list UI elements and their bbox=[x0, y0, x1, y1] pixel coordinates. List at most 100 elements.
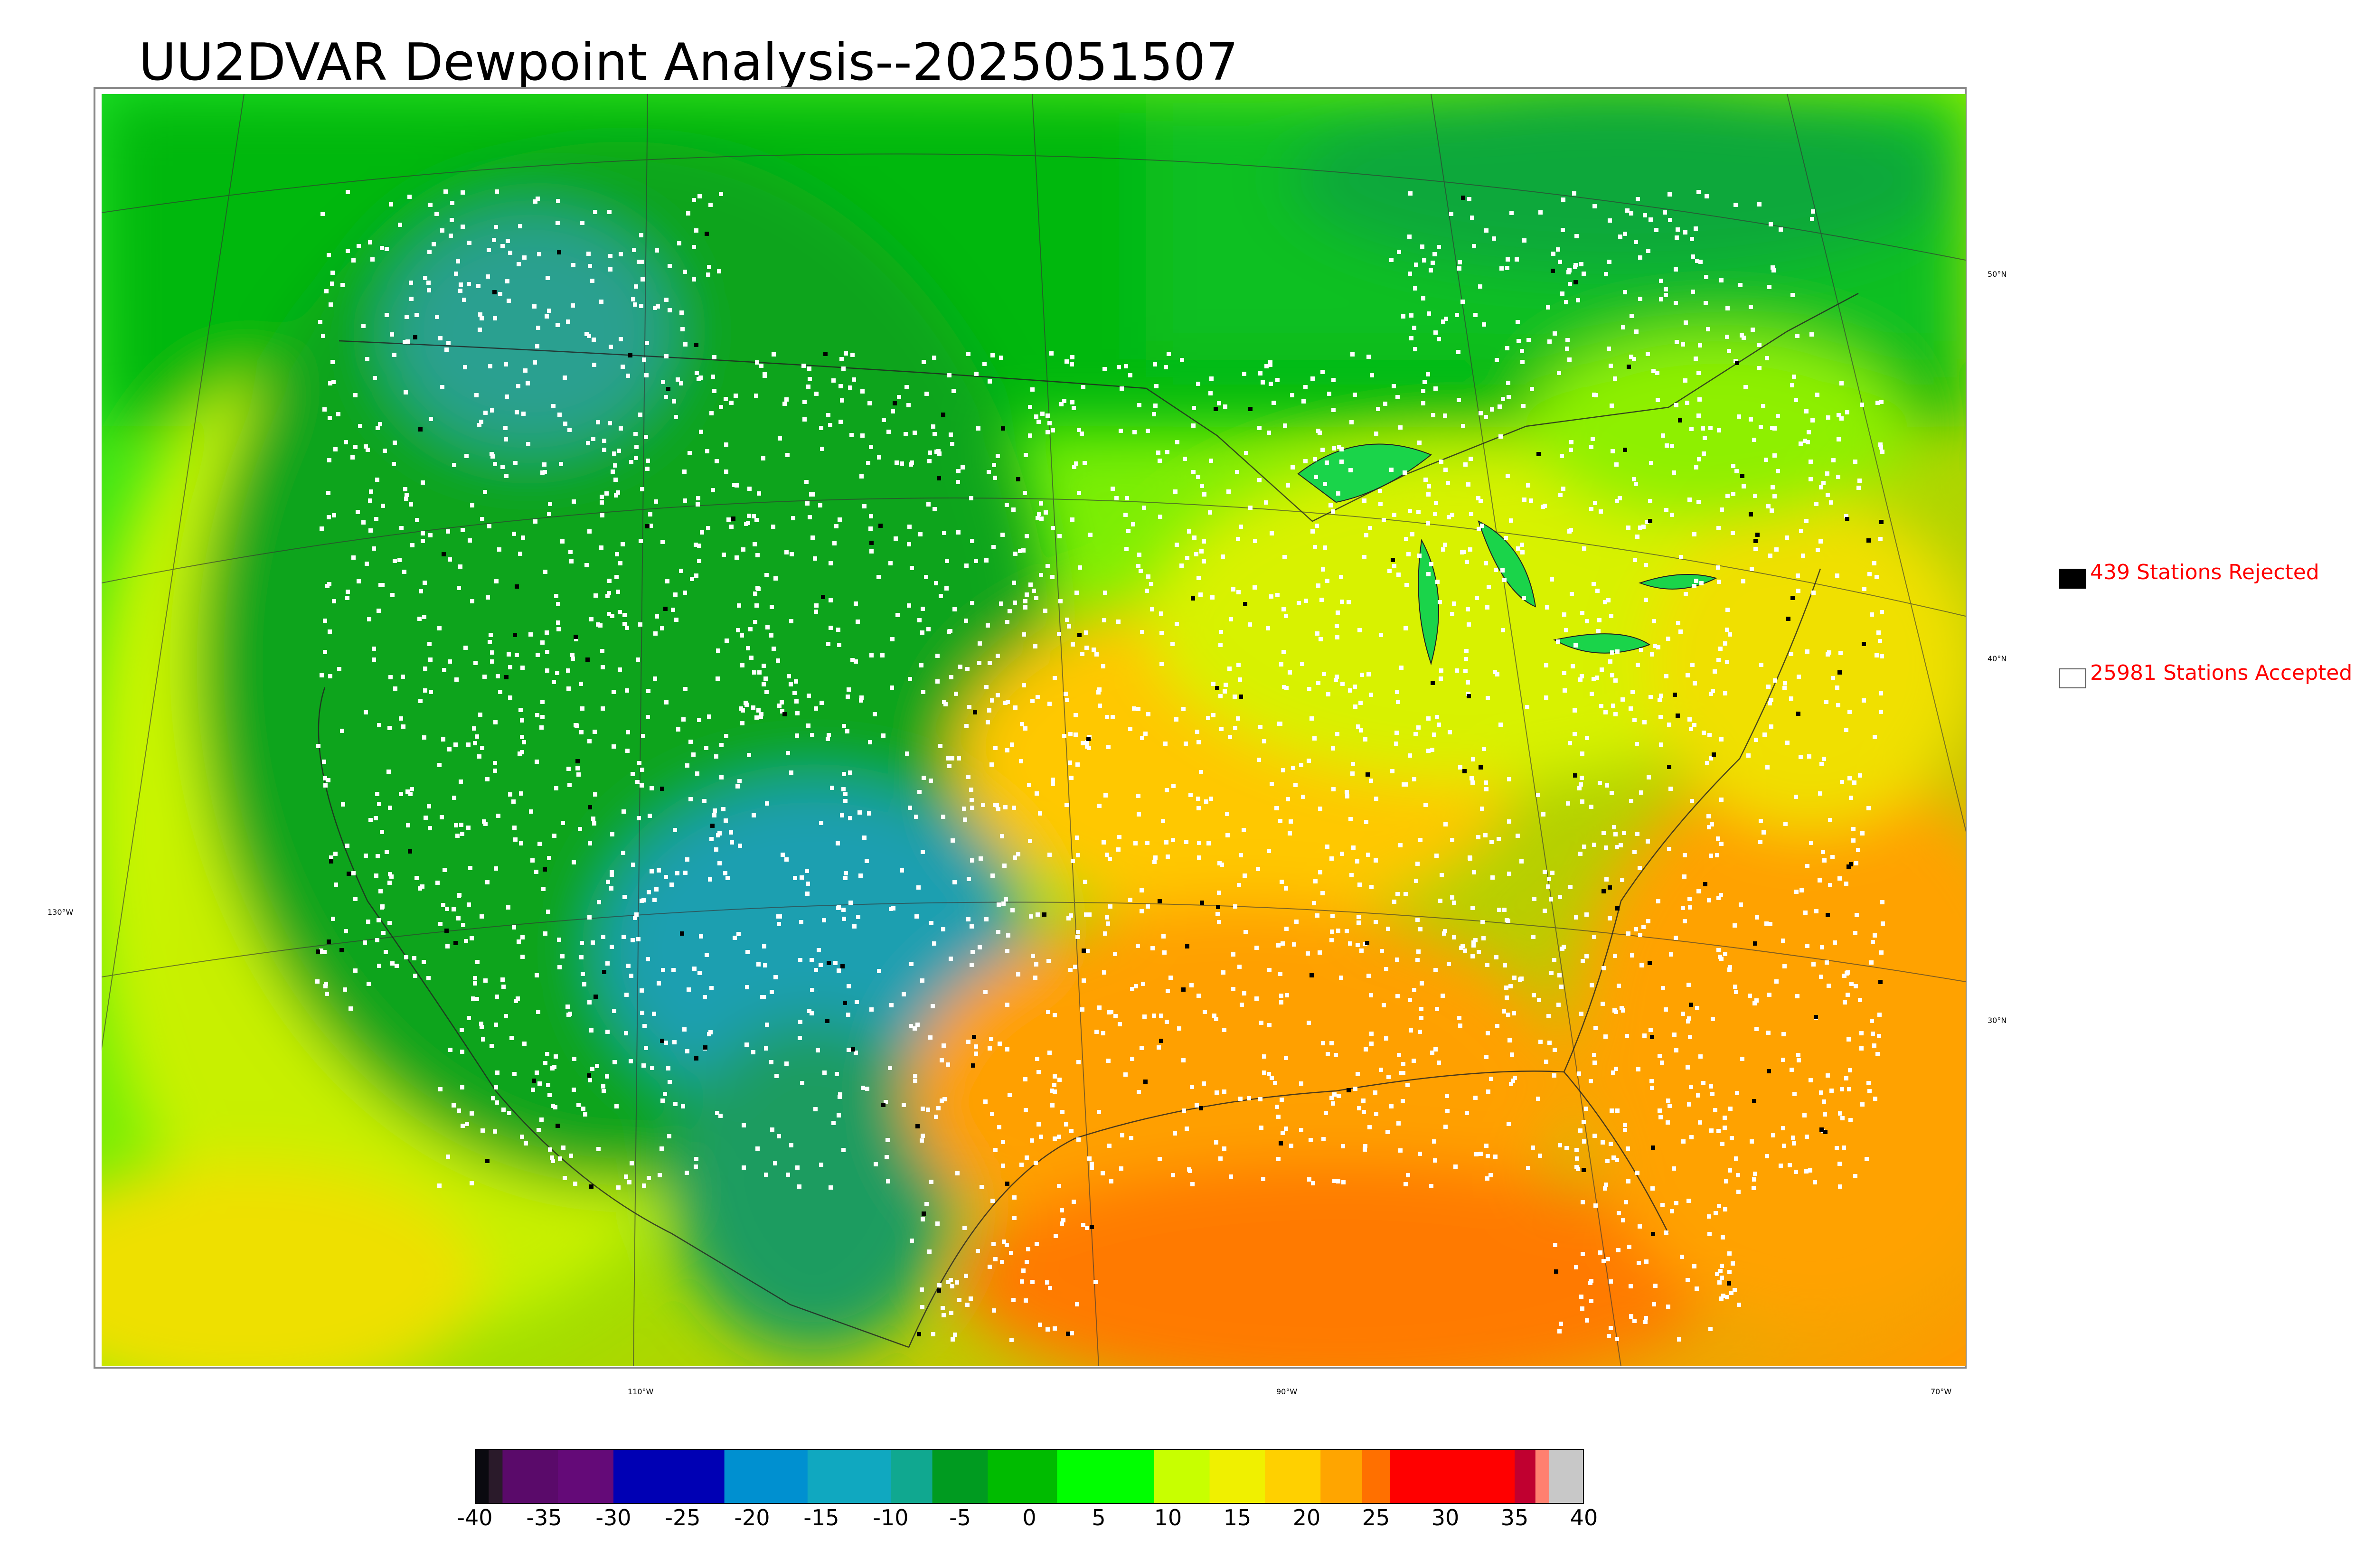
accepted-station-marker bbox=[752, 670, 756, 675]
accepted-station-marker bbox=[1545, 605, 1549, 610]
accepted-station-marker bbox=[415, 518, 419, 522]
accepted-station-marker bbox=[1171, 838, 1175, 842]
accepted-station-marker bbox=[1578, 677, 1583, 682]
accepted-station-marker bbox=[707, 1032, 711, 1036]
accepted-station-marker bbox=[1505, 346, 1509, 350]
accepted-station-marker bbox=[1310, 529, 1315, 534]
accepted-station-marker bbox=[1463, 462, 1468, 467]
accepted-station-marker bbox=[1560, 454, 1564, 458]
accepted-station-marker bbox=[535, 1070, 539, 1075]
accepted-station-marker bbox=[587, 915, 592, 920]
accepted-station-marker bbox=[1173, 489, 1178, 494]
accepted-station-marker bbox=[368, 498, 372, 503]
accepted-station-marker bbox=[799, 920, 803, 924]
accepted-station-marker bbox=[949, 1278, 953, 1282]
accepted-station-marker bbox=[404, 497, 408, 501]
accepted-station-marker bbox=[535, 344, 539, 348]
accepted-station-marker bbox=[1064, 1122, 1068, 1127]
accepted-station-marker bbox=[1799, 441, 1803, 446]
accepted-station-marker bbox=[1634, 240, 1638, 244]
accepted-station-marker bbox=[1166, 854, 1170, 859]
accepted-station-marker bbox=[1395, 994, 1400, 998]
dewpoint-map[interactable] bbox=[102, 94, 1966, 1366]
accepted-station-marker bbox=[1716, 565, 1720, 570]
accepted-station-marker bbox=[926, 1108, 930, 1112]
accepted-station-marker bbox=[1603, 600, 1607, 604]
accepted-station-marker bbox=[1538, 1040, 1543, 1044]
accepted-station-marker bbox=[1084, 646, 1089, 650]
accepted-station-marker bbox=[1102, 840, 1106, 845]
accepted-station-marker bbox=[694, 1157, 698, 1161]
rejected-station-marker bbox=[1627, 365, 1631, 369]
accepted-station-marker bbox=[1771, 1133, 1775, 1137]
accepted-station-marker bbox=[1704, 301, 1708, 305]
accepted-station-marker bbox=[1647, 775, 1651, 779]
accepted-station-marker bbox=[1674, 403, 1678, 407]
accepted-station-marker bbox=[1695, 1286, 1699, 1291]
accepted-station-marker bbox=[1702, 451, 1706, 456]
accepted-station-marker bbox=[1313, 879, 1318, 883]
accepted-station-marker bbox=[389, 874, 394, 879]
accepted-station-marker bbox=[1689, 1085, 1693, 1089]
accepted-station-marker bbox=[1683, 919, 1687, 923]
accepted-station-marker bbox=[1374, 797, 1378, 801]
accepted-station-marker bbox=[1664, 674, 1668, 678]
accepted-station-marker bbox=[537, 1128, 541, 1132]
accepted-station-marker bbox=[1749, 305, 1753, 309]
accepted-station-marker bbox=[1036, 516, 1040, 520]
accepted-station-marker bbox=[1463, 948, 1467, 953]
accepted-station-marker bbox=[900, 461, 904, 466]
accepted-station-marker bbox=[886, 430, 891, 434]
accepted-station-marker bbox=[1097, 804, 1102, 808]
accepted-station-marker bbox=[1807, 754, 1811, 759]
accepted-station-marker bbox=[640, 768, 644, 772]
accepted-station-marker bbox=[862, 504, 867, 508]
accepted-station-marker bbox=[1013, 705, 1017, 710]
accepted-station-marker bbox=[970, 601, 974, 605]
accepted-station-marker bbox=[1773, 678, 1777, 683]
accepted-station-marker bbox=[1030, 699, 1035, 703]
accepted-station-marker bbox=[545, 668, 549, 673]
accepted-station-marker bbox=[474, 393, 479, 397]
accepted-station-marker bbox=[1853, 931, 1857, 935]
accepted-station-marker bbox=[1376, 407, 1380, 411]
accepted-station-marker bbox=[639, 304, 643, 308]
accepted-station-marker bbox=[1006, 933, 1010, 938]
accepted-station-marker bbox=[664, 298, 669, 302]
accepted-station-marker bbox=[965, 1303, 970, 1307]
accepted-station-marker bbox=[605, 1074, 609, 1079]
accepted-station-marker bbox=[1580, 611, 1584, 615]
accepted-station-marker bbox=[1629, 799, 1633, 803]
accepted-station-marker bbox=[1776, 469, 1780, 473]
accepted-station-marker bbox=[1054, 1234, 1058, 1238]
accepted-station-marker bbox=[1447, 515, 1451, 519]
rejected-station-marker bbox=[1823, 1130, 1828, 1134]
accepted-station-marker bbox=[1821, 850, 1825, 854]
accepted-station-marker bbox=[1659, 694, 1663, 698]
accepted-station-marker bbox=[446, 529, 450, 534]
accepted-station-marker bbox=[1433, 1158, 1437, 1163]
accepted-station-marker bbox=[1435, 715, 1439, 719]
accepted-station-marker bbox=[680, 327, 685, 331]
accepted-station-marker bbox=[633, 916, 637, 920]
accepted-station-marker bbox=[1061, 1218, 1065, 1222]
accepted-station-marker bbox=[819, 963, 823, 967]
accepted-station-marker bbox=[1140, 1046, 1144, 1050]
accepted-station-marker bbox=[553, 1105, 557, 1109]
dewpoint-field bbox=[102, 94, 1966, 1366]
accepted-station-marker bbox=[1353, 704, 1357, 709]
accepted-station-marker bbox=[1809, 841, 1813, 845]
rejected-station-marker bbox=[840, 964, 845, 968]
accepted-station-marker bbox=[427, 288, 431, 292]
accepted-station-marker bbox=[1666, 1099, 1670, 1103]
accepted-station-marker bbox=[1374, 432, 1378, 436]
accepted-station-marker bbox=[1052, 1083, 1056, 1087]
accepted-station-marker bbox=[640, 487, 644, 491]
accepted-station-marker bbox=[1558, 1143, 1562, 1147]
accepted-station-marker bbox=[500, 977, 505, 982]
accepted-station-marker bbox=[780, 709, 784, 714]
accepted-station-marker bbox=[937, 451, 942, 456]
accepted-station-marker bbox=[1170, 642, 1175, 646]
accepted-station-marker bbox=[632, 248, 636, 252]
accepted-station-marker bbox=[1728, 632, 1732, 637]
